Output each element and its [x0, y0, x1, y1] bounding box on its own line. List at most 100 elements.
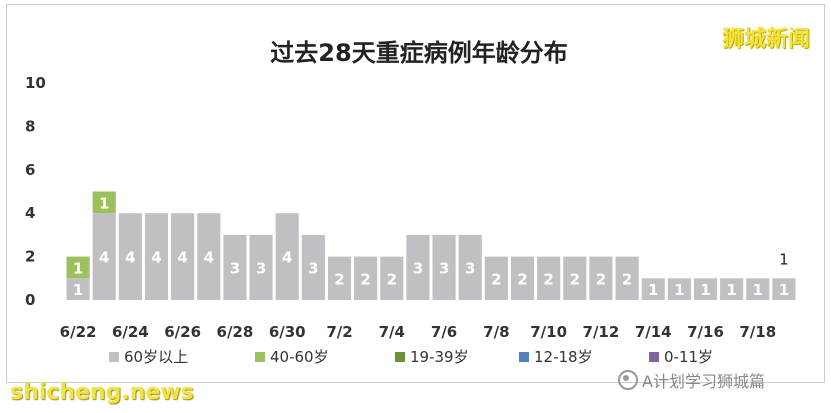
annotation-label: 1 [779, 250, 789, 268]
y-tick-label: 2 [25, 248, 35, 266]
data-label: 1 [674, 281, 684, 299]
bar-segment [720, 278, 744, 300]
data-label: 1 [726, 281, 736, 299]
bar-segment [484, 256, 508, 300]
bar-segment [301, 234, 325, 300]
data-label: 1 [648, 281, 658, 299]
data-label: 4 [151, 249, 161, 267]
data-label: 4 [99, 249, 109, 267]
y-tick-label: 10 [25, 74, 46, 92]
data-label: 1 [700, 281, 710, 299]
bar-segment [563, 256, 587, 300]
data-label: 2 [570, 270, 580, 288]
data-label: 3 [413, 259, 423, 277]
data-label: 1 [779, 281, 789, 299]
bar-segment [92, 213, 116, 300]
data-label: 2 [491, 270, 501, 288]
y-tick-label: 4 [25, 204, 35, 222]
bar-segment [589, 256, 613, 300]
bar-segment [537, 256, 561, 300]
x-tick-label: 7/10 [530, 323, 567, 341]
x-tick-label: 6/24 [112, 323, 149, 341]
bar-segment [772, 278, 796, 300]
legend-swatch [109, 352, 119, 362]
x-tick-label: 6/26 [164, 323, 201, 341]
watermark-account: A计划学习狮城篇 [618, 368, 765, 392]
legend-label: 0-11岁 [664, 348, 713, 366]
x-tick-label: 7/6 [431, 323, 457, 341]
x-axis: 6/22 6/24 6/26 6/28 6/30 7/2 7/4 7/6 7/8 7/10 7/12… [60, 323, 777, 341]
x-tick-label: 6/28 [217, 323, 254, 341]
bar-segment [66, 256, 90, 279]
x-tick-label: 7/16 [687, 323, 724, 341]
data-label: 1 [73, 259, 83, 277]
bar-segment [510, 256, 535, 300]
wechat-icon [618, 370, 638, 390]
legend-label: 60岁以上 [124, 348, 188, 366]
x-tick-label: 6/30 [269, 323, 306, 341]
bar-segment [406, 234, 430, 300]
legend-swatch [519, 352, 529, 362]
y-tick-label: 0 [25, 291, 35, 309]
x-tick-label: 7/2 [326, 323, 352, 341]
bar-segment [92, 191, 116, 214]
bar-segment [667, 278, 691, 300]
data-label: 2 [622, 270, 632, 288]
watermark-logo-text: 狮城新闻 [721, 27, 810, 52]
watermark-site-text: shicheng.news [10, 380, 194, 405]
watermark-account-text: A计划学习狮城篇 [642, 372, 765, 391]
y-axis: 0 2 4 6 8 10 [25, 74, 46, 309]
data-label: 1 [99, 194, 109, 212]
data-label: 1 [753, 281, 763, 299]
bar-segment [144, 213, 169, 300]
bar-segment [223, 234, 247, 300]
data-label: 3 [230, 259, 240, 277]
x-tick-label: 7/12 [583, 323, 620, 341]
x-tick-label: 7/18 [739, 323, 776, 341]
x-tick-label: 7/4 [379, 323, 405, 341]
bar-segment [458, 234, 482, 300]
bar-segment [432, 234, 456, 300]
bar-segment [118, 213, 142, 300]
legend-swatch [255, 352, 265, 362]
data-label: 3 [308, 259, 318, 277]
x-tick-label: 7/8 [483, 323, 509, 341]
data-label: 4 [282, 249, 292, 267]
data-label: 1 [73, 281, 83, 299]
data-label: 2 [334, 270, 344, 288]
data-label: 2 [517, 270, 527, 288]
bar-segment [249, 234, 273, 300]
bar-segment [171, 213, 195, 300]
data-label: 4 [125, 249, 135, 267]
bar-segment [615, 256, 639, 300]
chart-title: 过去28天重症病例年龄分布 [270, 39, 567, 67]
legend: 60岁以上 40-60岁 19-39岁 12-18岁 0-11岁 [109, 348, 713, 366]
data-label: 3 [465, 259, 475, 277]
bar-segment [197, 213, 221, 300]
bar-segment [641, 278, 665, 300]
y-tick-label: 8 [25, 117, 35, 135]
data-label: 3 [439, 259, 449, 277]
bar-segment [327, 256, 352, 300]
data-label: 2 [596, 270, 606, 288]
data-label: 4 [204, 249, 214, 267]
y-tick-label: 6 [25, 161, 35, 179]
data-label: 2 [387, 270, 397, 288]
data-label: 3 [256, 259, 266, 277]
legend-swatch [395, 352, 405, 362]
data-label: 4 [177, 249, 187, 267]
bar-segment [66, 278, 90, 300]
x-tick-label: 6/22 [60, 323, 97, 341]
legend-swatch [649, 352, 659, 362]
legend-label: 19-39岁 [410, 348, 469, 366]
data-label: 2 [360, 270, 370, 288]
bar-segment [354, 256, 378, 300]
bar-segment [275, 213, 299, 300]
legend-label: 40-60岁 [270, 348, 329, 366]
bar-segment [693, 278, 718, 300]
legend-label: 12-18岁 [534, 348, 593, 366]
x-tick-label: 7/14 [635, 323, 672, 341]
